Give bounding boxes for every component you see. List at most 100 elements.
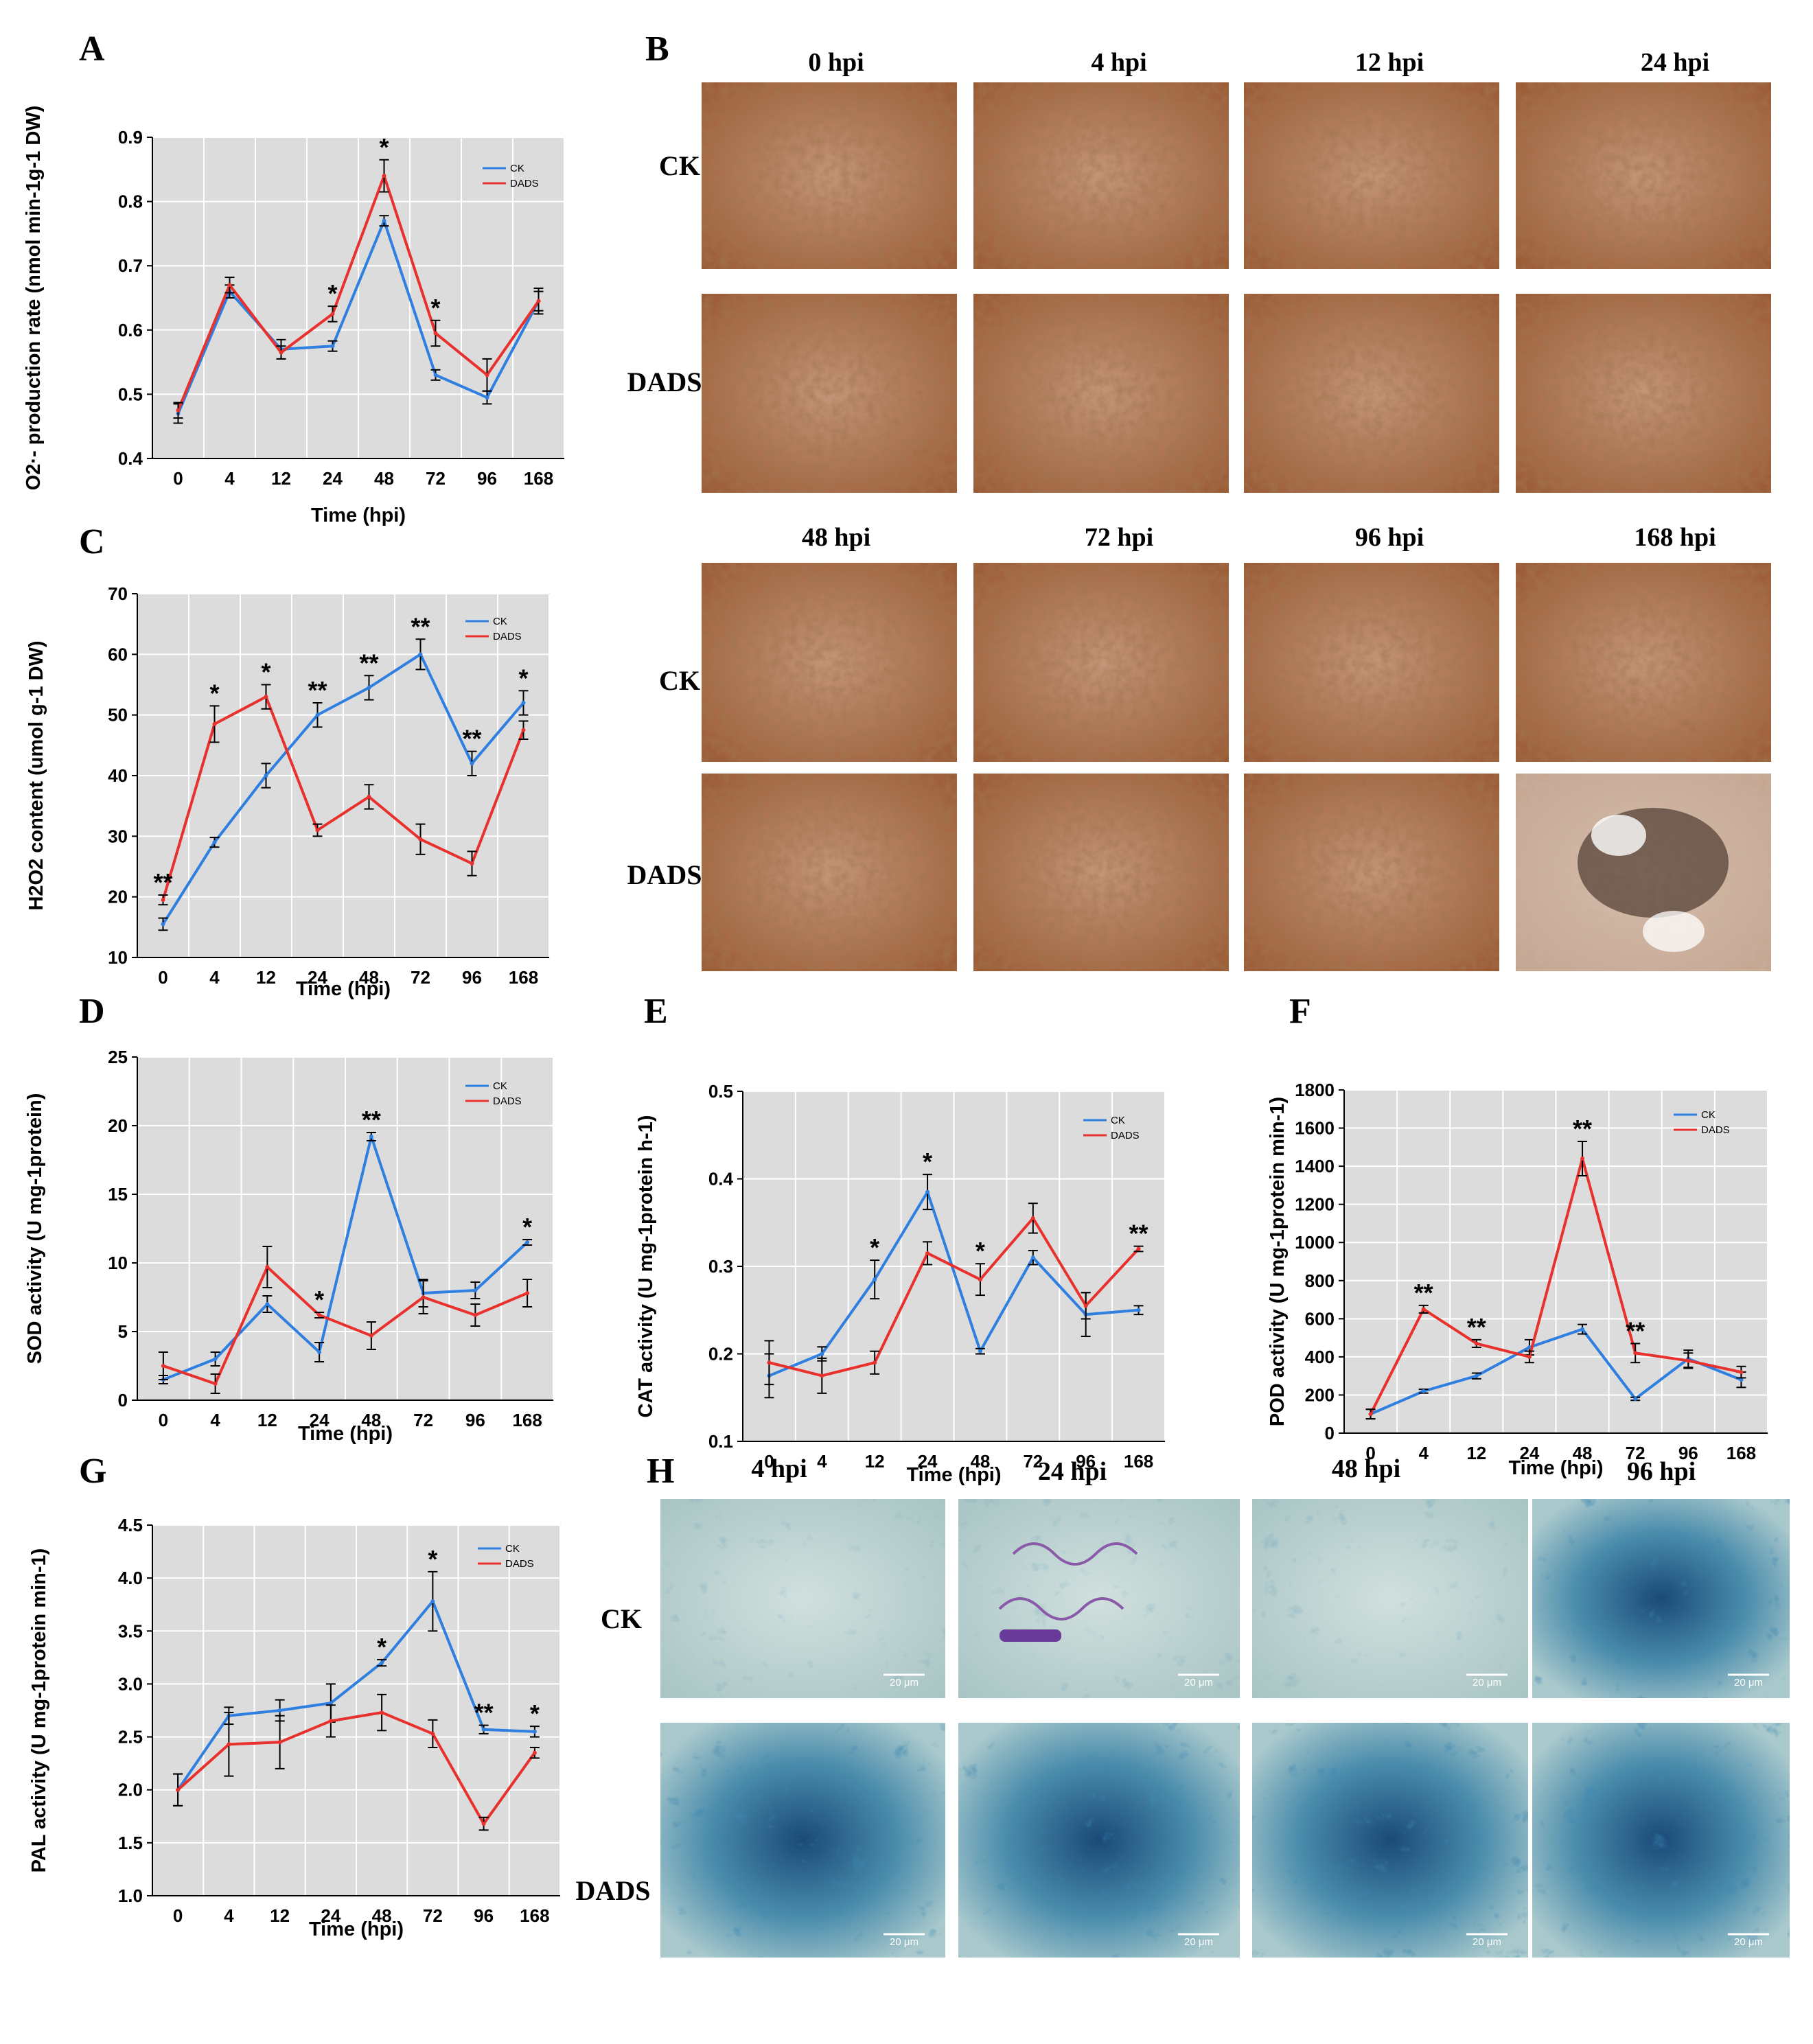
significance-marker: * [261, 658, 270, 686]
panel-b-col-header: 12 hpi [1355, 48, 1424, 77]
series-line-dads [176, 172, 540, 411]
y-tick-label: 0.5 [708, 1081, 733, 1102]
data-point-dads [1633, 1351, 1638, 1356]
data-point-dads [330, 312, 335, 316]
panel-h-col-header: 48 hpi [1332, 1454, 1400, 1483]
y-tick-label: 25 [108, 1047, 128, 1067]
data-point-ck [161, 922, 165, 927]
data-point-ck [1580, 1327, 1585, 1332]
data-point-dads [264, 695, 268, 699]
significance-marker: * [428, 1545, 437, 1573]
panel-b-dab-images: 0 hpi 4 hpi 12 hpi 24 hpi 48 hpi 72 hpi … [627, 48, 1771, 971]
data-point-ck [330, 344, 335, 349]
data-point-dads [1030, 1216, 1035, 1220]
significance-marker: ** [1573, 1115, 1592, 1143]
data-point-ck [433, 373, 438, 378]
data-point-dads [532, 1750, 537, 1755]
x-tick-label: 96 [462, 967, 482, 988]
series-line-ck [176, 1599, 535, 1791]
x-tick-label: 12 [270, 1905, 290, 1926]
data-point-dads [470, 861, 474, 866]
panel-h-col-header: 4 hpi [751, 1454, 807, 1483]
y-tick-label: 20 [108, 887, 128, 907]
data-point-ck [1633, 1397, 1638, 1401]
panel-h-row-label: DADS [576, 1875, 651, 1906]
panel-b-col-header: 72 hpi [1085, 523, 1153, 552]
data-point-dads [1527, 1354, 1532, 1359]
x-axis-title: Time (hpi) [311, 504, 406, 526]
leaf-image [1516, 563, 1771, 762]
data-point-dads [1083, 1303, 1088, 1308]
y-tick-label: 1200 [1295, 1194, 1335, 1215]
panel-b-col-header: 0 hpi [808, 48, 864, 77]
legend-label-dads: DADS [1111, 1130, 1140, 1141]
y-tick-label: 800 [1305, 1270, 1335, 1291]
scale-bar-label: 20 μm [1473, 1677, 1501, 1688]
data-point-dads [925, 1251, 930, 1255]
data-point-ck [380, 1660, 384, 1665]
chart-c-h2o2: 10 20 30 40 50 60 70 0 4 12 24 48 72 96 168 Time (hpi) H… [25, 583, 550, 1000]
leaf-image-veins [702, 563, 957, 762]
micrograph-image: 20 μm [1532, 1499, 1790, 1698]
significance-marker: * [975, 1237, 985, 1265]
data-point-dads [873, 1360, 877, 1365]
x-tick-label: 4 [224, 468, 235, 489]
x-tick-label: 24 [323, 468, 343, 489]
significance-marker: ** [153, 868, 172, 896]
data-point-dads [485, 373, 489, 378]
x-tick-label: 48 [361, 1410, 381, 1430]
micrograph-image: 20 μm [1252, 1499, 1528, 1698]
data-point-dads [367, 794, 371, 799]
data-point-ck [212, 840, 217, 845]
leaf-image-veins [1516, 82, 1771, 269]
leaf-image-veins [1516, 563, 1771, 762]
data-point-ck [485, 395, 489, 400]
data-point-dads [1739, 1370, 1744, 1375]
y-tick-label: 20 [108, 1115, 128, 1136]
data-point-dads [382, 174, 386, 178]
data-point-ck [1136, 1308, 1141, 1312]
y-tick-label: 1400 [1295, 1156, 1335, 1176]
leaf-image-veins [973, 774, 1229, 971]
leaf-image-veins [702, 82, 957, 269]
significance-marker: * [518, 664, 528, 692]
leaf-image-veins [702, 774, 957, 971]
micrograph-image: 20 μm [660, 1723, 945, 1958]
panel-b-row-label: CK [659, 150, 700, 181]
data-point-ck [820, 1351, 824, 1356]
x-tick-label: 4 [1418, 1443, 1429, 1463]
x-tick-label: 96 [1678, 1443, 1698, 1463]
x-tick-label: 48 [1573, 1443, 1593, 1463]
panel-b-row-label: CK [659, 665, 700, 696]
y-tick-label: 2.5 [118, 1727, 143, 1747]
micrograph-image: 20 μm [958, 1499, 1240, 1698]
y-tick-label: 0.6 [118, 320, 143, 340]
data-point-dads [767, 1360, 772, 1365]
data-point-dads [227, 1742, 231, 1747]
y-tick-label: 1.5 [118, 1833, 143, 1853]
x-tick-label: 72 [423, 1905, 443, 1926]
x-tick-label: 168 [1124, 1451, 1153, 1472]
data-point-dads [473, 1313, 478, 1317]
data-point-ck [418, 652, 423, 657]
significance-marker: * [430, 294, 440, 322]
data-point-ck [328, 1701, 333, 1706]
leaf-image-veins [1244, 82, 1499, 269]
panel-label-d: D [79, 992, 105, 1031]
scale-bar-label: 20 μm [1184, 1677, 1213, 1688]
data-point-dads [176, 408, 181, 413]
stained-cell [1000, 1629, 1061, 1642]
scale-bar-label: 20 μm [890, 1677, 919, 1688]
leaf-image [1516, 294, 1771, 493]
x-tick-label: 12 [271, 468, 291, 489]
panel-h-col-header: 96 hpi [1627, 1457, 1696, 1486]
x-tick-label: 4 [210, 1410, 220, 1430]
significance-marker: * [379, 133, 389, 161]
legend-label-ck: CK [493, 616, 507, 627]
data-point-dads [227, 283, 232, 288]
panel-h-micrographs: 4 hpi 24 hpi 48 hpi 96 hpi CK DADS 20 μm… [576, 1454, 1790, 1958]
panel-label-b: B [645, 30, 669, 69]
significance-marker: * [522, 1213, 532, 1241]
panel-b-col-header: 24 hpi [1641, 48, 1709, 77]
data-point-ck [369, 1135, 373, 1139]
